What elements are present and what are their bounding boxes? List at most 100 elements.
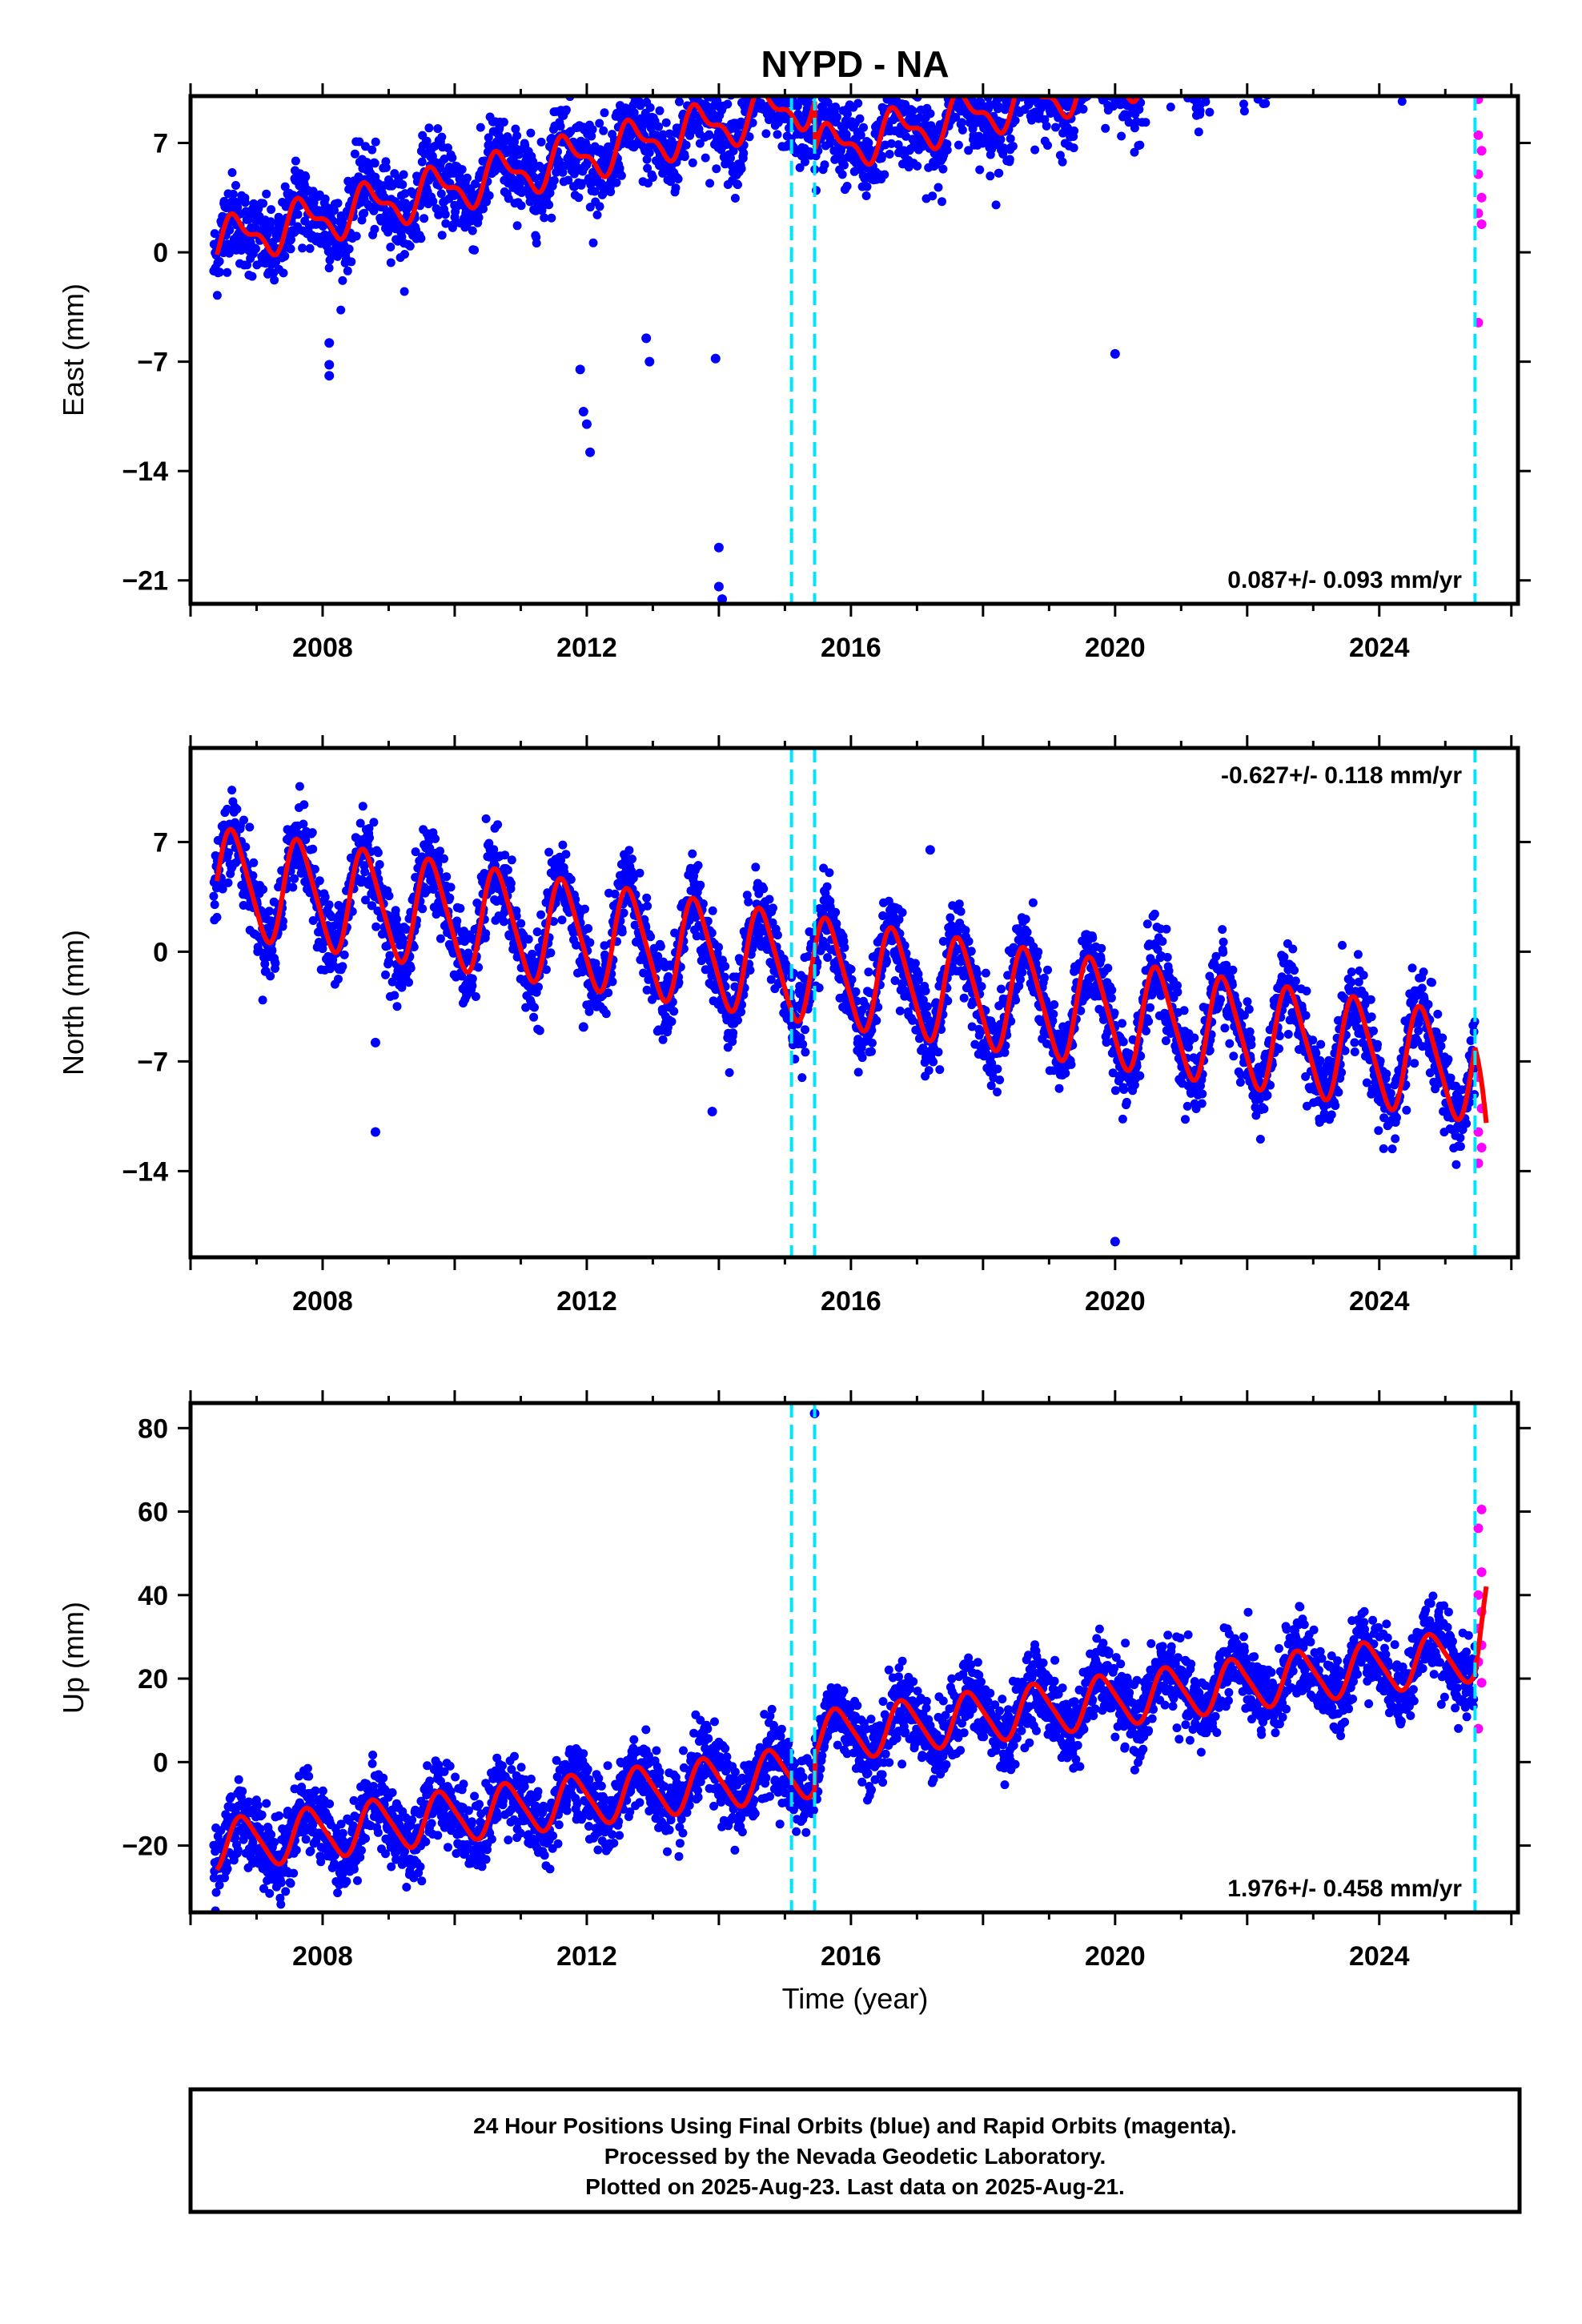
final-point: [970, 79, 978, 88]
final-point: [1070, 126, 1079, 135]
final-point: [1385, 18, 1394, 27]
final-point: [901, 131, 911, 141]
final-point: [1117, 131, 1126, 141]
final-point: [712, 164, 721, 174]
final-point: [1464, 19, 1472, 28]
final-point: [564, 175, 573, 185]
final-point: [1134, 105, 1144, 115]
final-point: [1276, 30, 1285, 38]
final-point: [1331, 54, 1339, 63]
final-point: [1387, 46, 1395, 55]
final-point: [1259, 66, 1268, 74]
final-point: [1232, 46, 1241, 55]
final-point: [544, 200, 554, 210]
final-point: [1464, 35, 1473, 44]
final-point: [1255, 31, 1264, 40]
final-point: [1203, 30, 1211, 39]
final-point: [1244, 78, 1253, 87]
final-point: [259, 885, 268, 895]
final-point: [1299, 33, 1307, 42]
final-point: [1468, 13, 1476, 22]
final-point: [1006, 134, 1015, 143]
final-point: [324, 263, 334, 273]
final-point: [1454, 28, 1463, 37]
final-point: [1146, 59, 1154, 68]
final-point: [1439, 22, 1448, 31]
final-point: [1073, 75, 1082, 84]
final-point: [1456, 55, 1464, 64]
final-point: [714, 943, 723, 952]
final-point: [1357, 23, 1366, 32]
final-point: [1255, 22, 1263, 31]
final-point: [1451, 0, 1460, 7]
final-point: [1242, 34, 1251, 42]
final-point: [681, 86, 689, 95]
final-point: [530, 173, 540, 183]
final-point: [301, 172, 311, 182]
final-point: [686, 80, 695, 89]
final-point: [1379, 16, 1387, 25]
final-point: [1091, 68, 1100, 77]
final-point: [225, 225, 235, 235]
final-point: [1150, 43, 1158, 52]
final-point: [1077, 70, 1086, 78]
final-point: [528, 949, 537, 959]
final-point: [951, 54, 960, 63]
final-point: [1275, 0, 1284, 6]
final-point: [1407, 2, 1415, 11]
final-point: [654, 122, 664, 131]
final-point: [223, 804, 232, 814]
final-point: [347, 257, 356, 267]
final-point: [1251, 57, 1259, 66]
final-point: [1156, 59, 1165, 68]
final-point: [1360, 35, 1369, 44]
final-point: [1437, 34, 1446, 43]
final-point: [1443, 0, 1452, 2]
final-point: [1076, 65, 1085, 74]
final-point: [991, 200, 1001, 210]
final-point: [1394, 42, 1403, 51]
final-point: [209, 891, 219, 901]
final-point: [474, 963, 484, 972]
final-point: [362, 158, 371, 167]
final-point: [698, 899, 708, 908]
final-point: [1083, 38, 1092, 47]
final-point: [624, 846, 634, 855]
final-point: [1347, 0, 1356, 1]
final-point: [448, 220, 458, 230]
final-point: [1371, 6, 1380, 14]
final-point: [1163, 63, 1172, 72]
final-point: [1443, 17, 1452, 26]
final-point: [1184, 73, 1193, 82]
plot-area: [209, 0, 1487, 604]
final-point: [624, 74, 633, 83]
final-point: [1044, 75, 1053, 84]
final-point: [1405, 0, 1414, 1]
final-point: [351, 231, 361, 241]
final-point: [1265, 69, 1274, 78]
final-point: [642, 985, 652, 995]
final-point: [1387, 79, 1396, 88]
final-point: [1336, 21, 1345, 30]
final-point: [600, 108, 609, 118]
final-point: [1403, 0, 1411, 4]
final-point: [1327, 39, 1335, 48]
final-point: [307, 828, 317, 838]
final-point: [1400, 9, 1409, 18]
final-point: [1367, 0, 1376, 7]
final-point: [344, 244, 354, 254]
final-point: [1106, 57, 1114, 66]
final-point: [432, 910, 441, 919]
final-point: [1010, 86, 1018, 95]
final-point: [516, 201, 526, 211]
final-point: [1016, 52, 1025, 61]
final-point: [805, 85, 814, 94]
final-point: [1446, 18, 1455, 27]
final-point: [619, 908, 628, 918]
final-point: [648, 173, 657, 182]
final-point: [1039, 74, 1048, 82]
final-point: [361, 895, 370, 905]
final-point: [773, 130, 782, 139]
final-point: [1391, 49, 1399, 58]
